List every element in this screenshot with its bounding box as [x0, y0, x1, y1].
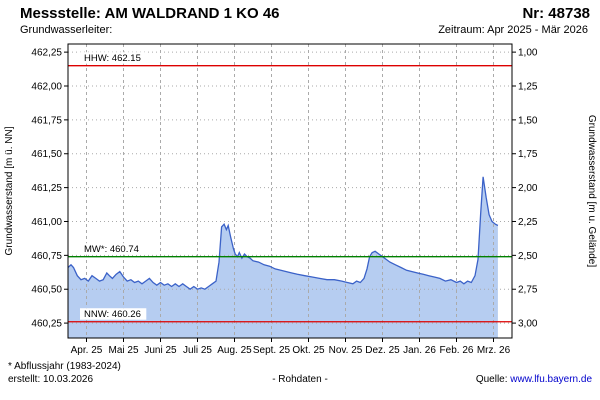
y-tick-right: 1,75 — [518, 149, 538, 160]
x-tick-label: Mrz. 26 — [477, 345, 511, 356]
y-tick-right: 2,75 — [518, 285, 538, 296]
y-tick-left: 460,75 — [31, 251, 62, 262]
x-tick-label: Aug. 25 — [217, 345, 252, 356]
y-tick-right: 1,50 — [518, 115, 538, 126]
source-label: Quelle: — [475, 374, 511, 385]
y-tick-left: 461,00 — [31, 217, 62, 228]
x-tick-label: Feb. 26 — [440, 345, 474, 356]
x-tick-label: Juni 25 — [144, 345, 177, 356]
x-tick-label: Sept. 25 — [253, 345, 291, 356]
x-tick-label: Juli 25 — [183, 345, 212, 356]
gridlines — [68, 44, 512, 338]
chart-area: HHW: 462.15 MW*: 460.74 NNW: 460.26 462,25 1… — [0, 38, 600, 358]
y-tick-right: 2,50 — [518, 251, 538, 262]
x-tick-label: Mai 25 — [108, 345, 138, 356]
aquifer-label: Grundwasserleiter: — [20, 24, 113, 36]
x-tick-label: Nov. 25 — [329, 345, 363, 356]
created-label: erstellt: 10.03.2026 — [8, 374, 94, 385]
refline-label-mw: MW*: 460.74 — [84, 244, 139, 255]
refline-label-hhw: HHW: 462.15 — [84, 53, 141, 64]
axes: 462,25 1,00 462,00 1,25 461,75 1,50 461,50 1,75… — [31, 48, 537, 356]
y-tick-right: 2,25 — [518, 217, 538, 228]
x-tick-label: Dez. 25 — [365, 345, 400, 356]
y-axis-left-title: Grundwasserstand [m ü. NN] — [4, 126, 15, 255]
y-tick-left: 461,50 — [31, 149, 62, 160]
y-tick-right: 2,00 — [518, 183, 538, 194]
refline-label-bg — [80, 243, 147, 255]
x-tick-label: Okt. 25 — [292, 345, 325, 356]
refline-label-bg — [80, 52, 147, 64]
y-tick-left: 461,75 — [31, 115, 62, 126]
y-axis-right-title: Grundwasserstand [m u. Gelände] — [586, 115, 597, 268]
station-number: Nr: 48738 — [522, 5, 590, 22]
x-tick-label: Apr. 25 — [71, 345, 103, 356]
y-tick-left: 462,00 — [31, 82, 62, 93]
hydrograph-chart: HHW: 462.15 MW*: 460.74 NNW: 460.26 462,25 1… — [4, 43, 597, 356]
y-tick-left: 460,25 — [31, 319, 62, 330]
rohdaten-label: - Rohdaten - — [272, 374, 328, 385]
y-tick-right: 1,00 — [518, 48, 538, 59]
footnote: * Abflussjahr (1983-2024) — [8, 361, 121, 372]
refline-label-bg — [80, 308, 147, 320]
groundwater-area — [68, 176, 498, 338]
footer: * Abflussjahr (1983-2024) erstellt: 10.0… — [0, 358, 600, 386]
y-tick-left: 462,25 — [31, 48, 62, 59]
x-tick-label: Jan. 26 — [403, 345, 436, 356]
page-title: Messstelle: AM WALDRAND 1 KO 46 — [20, 5, 280, 22]
source-link[interactable]: www.lfu.bayern.de — [510, 374, 593, 385]
y-tick-right: 1,25 — [518, 82, 538, 93]
period-label: Zeitraum: Apr 2025 - Mär 2026 — [438, 24, 588, 36]
y-tick-left: 461,25 — [31, 183, 62, 194]
plot-border — [67, 43, 513, 339]
header: Messstelle: AM WALDRAND 1 KO 46 Nr: 4873… — [0, 0, 600, 38]
source: Quelle: www.lfu.bayern.de — [397, 373, 592, 386]
y-tick-left: 460,50 — [31, 285, 62, 296]
refline-label-nnw: NNW: 460.26 — [84, 309, 141, 320]
y-tick-right: 3,00 — [518, 319, 538, 330]
